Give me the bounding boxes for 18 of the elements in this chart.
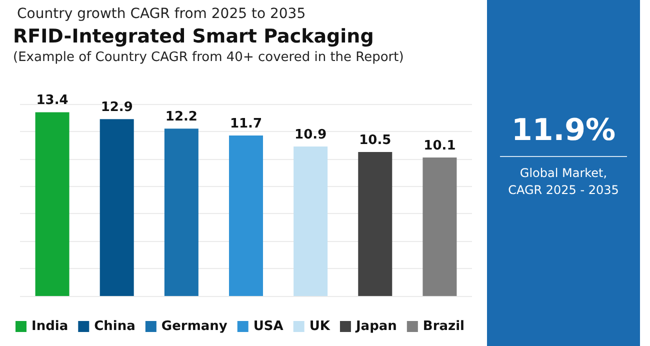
data-label: 13.4 bbox=[36, 93, 68, 108]
chart-subtitle: RFID-Integrated Smart Packaging (Example of Country CAGR from 40+ covered in the Report) bbox=[13, 26, 404, 65]
text: Global Market, CAGR 2025 - 2035 bbox=[507, 165, 620, 199]
data-label: 10.9 bbox=[294, 128, 327, 143]
legend-label: UK bbox=[309, 319, 331, 334]
data-label: 10.1 bbox=[424, 138, 456, 154]
legend-label: USA bbox=[253, 319, 284, 334]
chart-title: Country growth CAGR from 2025 to 2035 bbox=[17, 6, 306, 22]
data-label: 12.9 bbox=[100, 100, 133, 116]
legend-label: Brazil bbox=[422, 319, 464, 334]
data-label: 12.2 bbox=[165, 110, 198, 125]
legend-label: India bbox=[32, 319, 68, 334]
legend-label: China bbox=[94, 319, 136, 334]
data-label: 10.5 bbox=[359, 133, 392, 148]
legend-label: Japan bbox=[354, 319, 397, 334]
legend-label: Germany bbox=[161, 319, 228, 334]
data-label: 11.7 bbox=[230, 116, 262, 132]
text: 11.9% bbox=[510, 113, 617, 148]
